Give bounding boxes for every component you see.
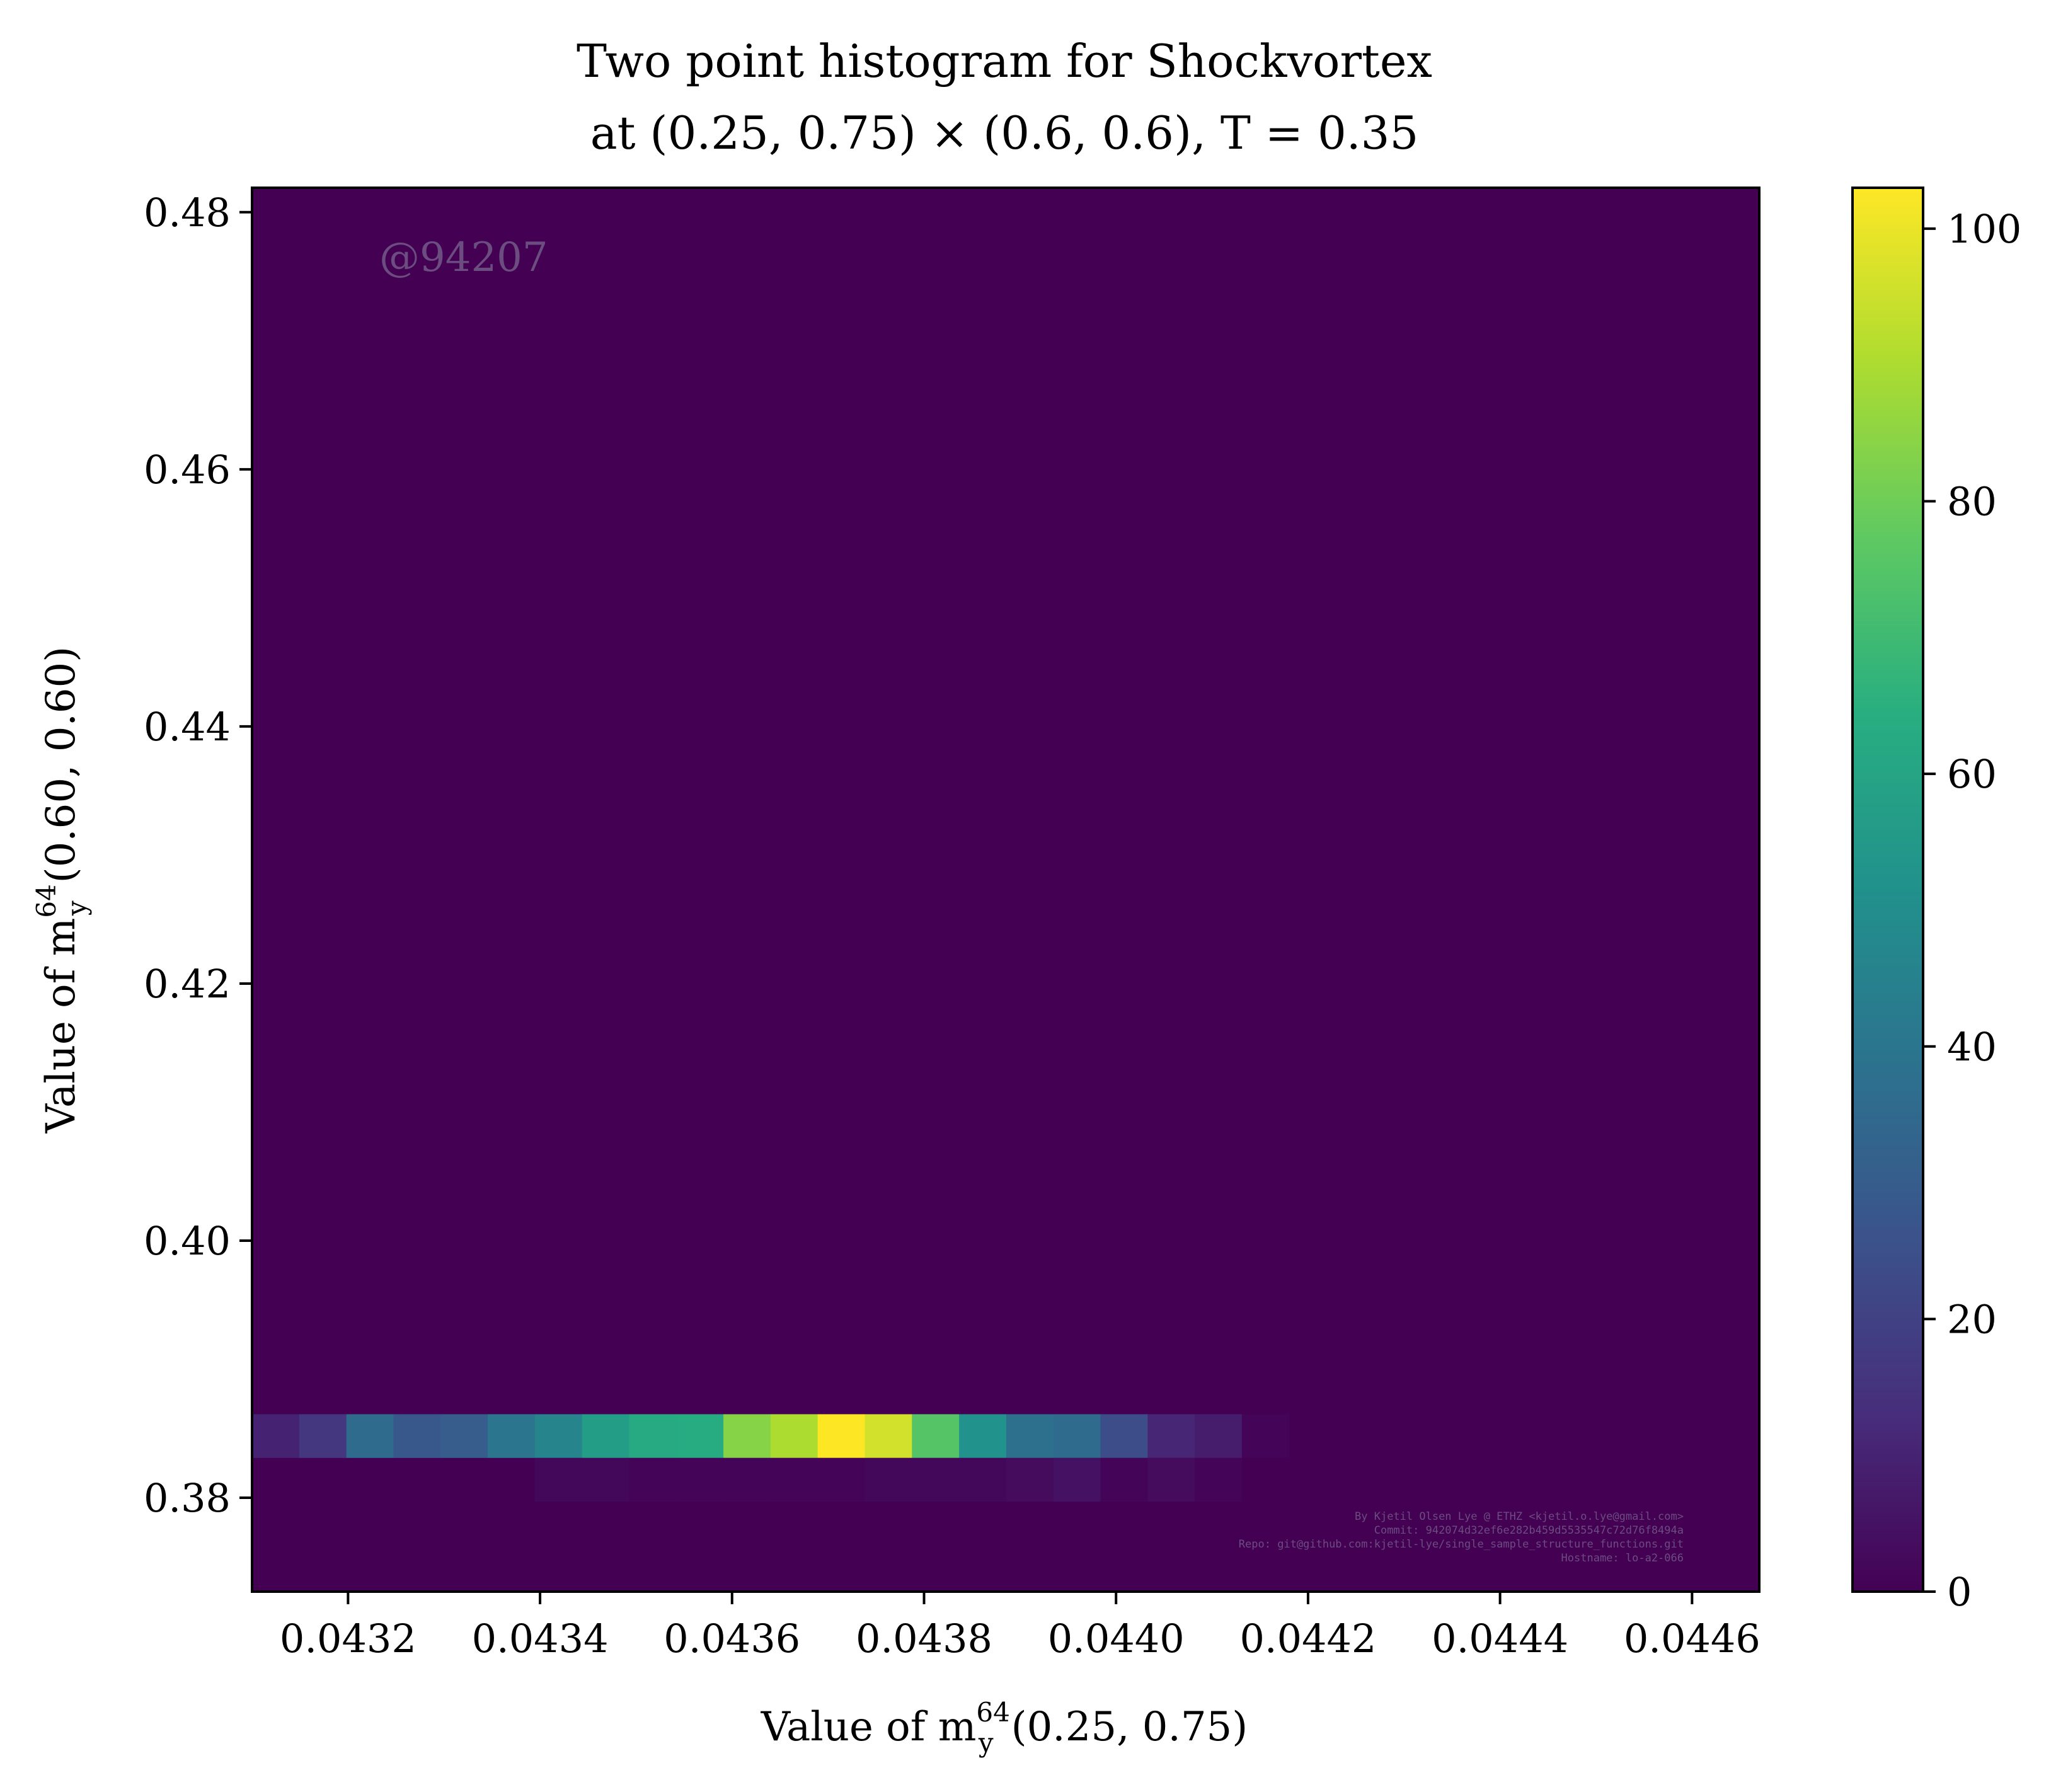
histogram-cell bbox=[1100, 1457, 1148, 1502]
y-tick-label: 0.40 bbox=[144, 1218, 231, 1264]
colorbar-tick-label: 80 bbox=[1947, 479, 1997, 525]
colorbar: 0 20 40 60 80 100 bbox=[1851, 187, 2021, 1615]
colorbar-tick-label: 60 bbox=[1947, 751, 1997, 797]
y-tick-label: 0.42 bbox=[144, 961, 231, 1007]
histogram-cell bbox=[959, 1457, 1007, 1502]
histogram-cell bbox=[723, 1414, 771, 1458]
x-tick-label: 0.0442 bbox=[1239, 1616, 1376, 1662]
y-axis: 0.38 0.40 0.42 0.44 0.46 0.48 bbox=[144, 190, 252, 1521]
histogram-cell bbox=[299, 1414, 347, 1458]
credits-block: By Kjetil Olsen Lye @ ETHZ <kjetil.o.lye… bbox=[1239, 1510, 1684, 1565]
histogram-cell bbox=[959, 1414, 1007, 1458]
histogram-cell bbox=[1147, 1414, 1195, 1458]
histogram-cell bbox=[346, 1414, 394, 1458]
histogram-cells bbox=[252, 1414, 1290, 1502]
x-tick-label: 0.0444 bbox=[1432, 1616, 1568, 1662]
histogram-cell bbox=[534, 1457, 583, 1502]
histogram-cell bbox=[912, 1414, 960, 1458]
x-axis-label: Value of m64 y (0.25, 0.75) bbox=[761, 1697, 1248, 1758]
histogram-cell bbox=[1100, 1414, 1148, 1458]
histogram-cell bbox=[865, 1457, 912, 1502]
watermark: @94207 bbox=[379, 234, 548, 281]
histogram-cell bbox=[770, 1457, 819, 1502]
y-axis-label-sup: 64 bbox=[31, 884, 62, 917]
histogram-cell bbox=[1053, 1457, 1101, 1502]
histogram-cell bbox=[1147, 1457, 1195, 1502]
x-tick-label: 0.0440 bbox=[1048, 1616, 1185, 1662]
histogram-cell bbox=[1006, 1457, 1054, 1502]
credit-line: By Kjetil Olsen Lye @ ETHZ <kjetil.o.lye… bbox=[1355, 1510, 1684, 1523]
colorbar-gradient bbox=[1851, 187, 1924, 1593]
histogram-cell bbox=[629, 1457, 677, 1502]
x-tick-label: 0.0446 bbox=[1624, 1616, 1761, 1662]
x-axis-label-sub: y bbox=[978, 1727, 994, 1758]
colorbar-ticks: 0 20 40 60 80 100 bbox=[1923, 206, 2021, 1615]
colorbar-tick-label: 40 bbox=[1947, 1024, 1997, 1070]
histogram-cell bbox=[1053, 1414, 1101, 1458]
histogram-cell bbox=[488, 1414, 536, 1458]
histogram-cell bbox=[723, 1457, 771, 1502]
y-tick-label: 0.46 bbox=[144, 447, 231, 493]
histogram-cell bbox=[676, 1414, 724, 1458]
y-tick-label: 0.44 bbox=[144, 704, 231, 750]
histogram-cell bbox=[440, 1414, 488, 1458]
plot-background bbox=[252, 188, 1759, 1592]
histogram-cell bbox=[1195, 1457, 1243, 1502]
x-axis-label-prefix: Value of m bbox=[761, 1704, 977, 1750]
y-axis-label: Value of m64y (0.60, 0.60) bbox=[31, 646, 92, 1134]
histogram-cell bbox=[582, 1414, 630, 1458]
histogram-cell bbox=[1241, 1414, 1290, 1458]
histogram-cell bbox=[393, 1414, 441, 1458]
x-tick-label: 0.0434 bbox=[472, 1616, 609, 1662]
chart-subtitle: at (0.25, 0.75) × (0.6, 0.6), T = 0.35 bbox=[590, 106, 1419, 159]
y-axis-label-suffix: (0.60, 0.60) bbox=[38, 646, 84, 883]
histogram-cell bbox=[629, 1414, 677, 1458]
histogram-cell bbox=[582, 1457, 630, 1502]
y-tick-label: 0.38 bbox=[144, 1475, 231, 1521]
x-axis-label-suffix: (0.25, 0.75) bbox=[1011, 1704, 1248, 1750]
colorbar-tick-label: 20 bbox=[1947, 1296, 1997, 1342]
histogram-cell bbox=[1195, 1414, 1243, 1458]
colorbar-tick-label: 100 bbox=[1947, 206, 2021, 252]
plot-area: @94207 By Kjetil Olsen Lye @ ETHZ <kjeti… bbox=[251, 187, 1761, 1593]
x-tick-label: 0.0432 bbox=[280, 1616, 416, 1662]
histogram-cell bbox=[770, 1414, 819, 1458]
histogram-cell bbox=[534, 1414, 583, 1458]
histogram-cell bbox=[817, 1414, 866, 1458]
y-tick-label: 0.48 bbox=[144, 190, 231, 236]
y-axis-label-sub: y bbox=[61, 900, 92, 916]
histogram-cell bbox=[252, 1414, 300, 1458]
x-axis: 0.0432 0.0434 0.0436 0.0438 0.0440 0.0442 0.04… bbox=[280, 1592, 1761, 1662]
histogram-cell bbox=[676, 1457, 724, 1502]
histogram-cell bbox=[817, 1457, 866, 1502]
credit-line: Commit: 942074d32ef6e282b459d5535547c72d… bbox=[1374, 1524, 1684, 1537]
histogram-cell bbox=[865, 1414, 912, 1458]
x-tick-label: 0.0438 bbox=[856, 1616, 992, 1662]
plot-frame bbox=[251, 187, 1761, 1593]
colorbar-tick-label: 0 bbox=[1947, 1569, 1972, 1615]
credit-line: Repo: git@github.com:kjetil-lye/single_s… bbox=[1239, 1538, 1684, 1551]
histogram-cell bbox=[1006, 1414, 1054, 1458]
x-axis-label-sup: 64 bbox=[976, 1697, 1009, 1728]
histogram-cell bbox=[912, 1457, 960, 1502]
credit-line: Hostname: lo-a2-066 bbox=[1561, 1552, 1684, 1565]
x-tick-label: 0.0436 bbox=[663, 1616, 800, 1662]
chart-title: Two point histogram for Shockvortex bbox=[577, 35, 1432, 88]
y-axis-label-prefix: Value of m bbox=[38, 918, 84, 1134]
